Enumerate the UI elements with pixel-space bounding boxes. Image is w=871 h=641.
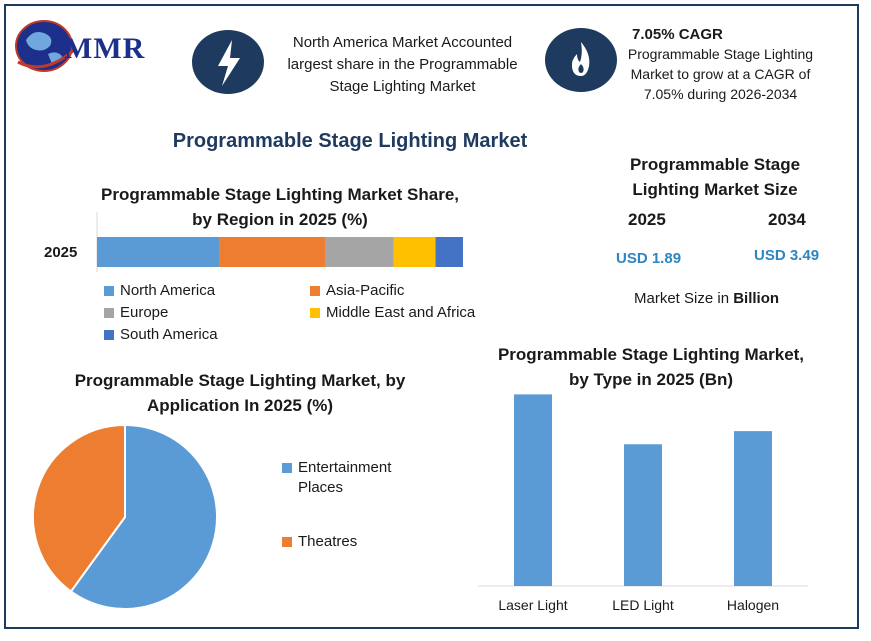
- region-bar-segment-south-america: [435, 237, 463, 267]
- legend-swatch: [104, 285, 114, 296]
- type-bar-led-light: [624, 444, 662, 586]
- market-size-year-2034: 2034: [768, 210, 806, 229]
- main-title: Programmable Stage Lighting Market: [172, 130, 528, 152]
- market-size-unit-prefix: Market Size in: [634, 290, 734, 307]
- region-chart-title: Programmable Stage Lighting Market Share…: [100, 185, 460, 229]
- region-legend-item-north-america: North America: [104, 282, 215, 299]
- region-legend: North America Asia-Pacific Europe Middle Ea…: [104, 282, 504, 348]
- globe-icon: [15, 20, 75, 72]
- legend-swatch: [310, 285, 320, 296]
- pie-slice-entertainment-places: [69, 423, 218, 610]
- region-bar-segment-middle-east-and-africa: [393, 237, 436, 267]
- application-chart-title: Programmable Stage Lighting Market, by A…: [74, 371, 406, 415]
- region-stacked-bar-chart: [96, 212, 463, 272]
- legend-label: Europe: [120, 304, 169, 321]
- legend-label: North America: [120, 282, 216, 299]
- market-size-value-2034: USD 3.49: [754, 247, 820, 264]
- type-tick-label-halogen: Halogen: [727, 597, 779, 613]
- legend-label: Theatres: [298, 533, 358, 550]
- region-legend-item-europe: Europe: [104, 304, 168, 321]
- cagr-text: Programmable Stage Lighting Market to gr…: [627, 46, 814, 102]
- region-legend-item-asia-pacific: Asia-Pacific: [310, 282, 404, 299]
- market-size-unit-bold: Billion: [733, 290, 780, 307]
- legend-label: Middle East and Africa: [326, 304, 476, 321]
- north-america-banner-text: North America Market Accounted largest s…: [287, 34, 518, 95]
- region-category-label: 2025: [44, 244, 78, 261]
- logo-text: MMR: [64, 32, 146, 65]
- legend-swatch: [310, 307, 320, 318]
- legend-swatch: [104, 307, 114, 318]
- application-legend-item-entertainment-places: Entertainment Places: [282, 458, 408, 498]
- region-bar-segment-north-america: [97, 237, 220, 267]
- legend-swatch: [282, 463, 292, 473]
- legend-label: South America: [120, 326, 218, 343]
- type-tick-label-led-light: LED Light: [612, 597, 674, 613]
- region-legend-item-middle-east-and-africa: Middle East and Africa: [310, 304, 475, 321]
- region-bar-segment-asia-pacific: [219, 237, 326, 267]
- type-bar-halogen: [734, 431, 772, 586]
- type-chart-title: Programmable Stage Lighting Market, by T…: [497, 345, 805, 389]
- legend-swatch: [282, 537, 292, 547]
- cagr-title: 7.05% CAGR: [632, 26, 723, 43]
- pie-slice-theatres: [32, 423, 126, 593]
- legend-swatch: [104, 329, 114, 340]
- legend-label: Entertainment Places: [298, 459, 392, 496]
- market-size-unit: Market Size in Billion: [634, 290, 779, 307]
- region-legend-item-south-america: South America: [104, 326, 218, 343]
- market-size-title: Programmable Stage Lighting Market Size: [629, 155, 801, 199]
- infographic-frame: [4, 4, 859, 629]
- application-pie-chart: [32, 423, 218, 610]
- type-bar-laser-light: [514, 394, 552, 586]
- market-size-year-2025: 2025: [628, 210, 666, 229]
- region-bar-segment-europe: [325, 237, 394, 267]
- type-bar-chart: Laser Light LED Light Halogen: [478, 394, 808, 613]
- mmr-logo: MMR: [14, 10, 174, 80]
- legend-label: Asia-Pacific: [326, 282, 405, 299]
- application-legend-item-theatres: Theatres: [282, 532, 408, 552]
- lightning-bolt-icon: [192, 30, 264, 94]
- market-size-value-2025: USD 1.89: [616, 250, 682, 267]
- type-tick-label-laser-light: Laser Light: [498, 597, 567, 613]
- flame-icon: [545, 28, 617, 92]
